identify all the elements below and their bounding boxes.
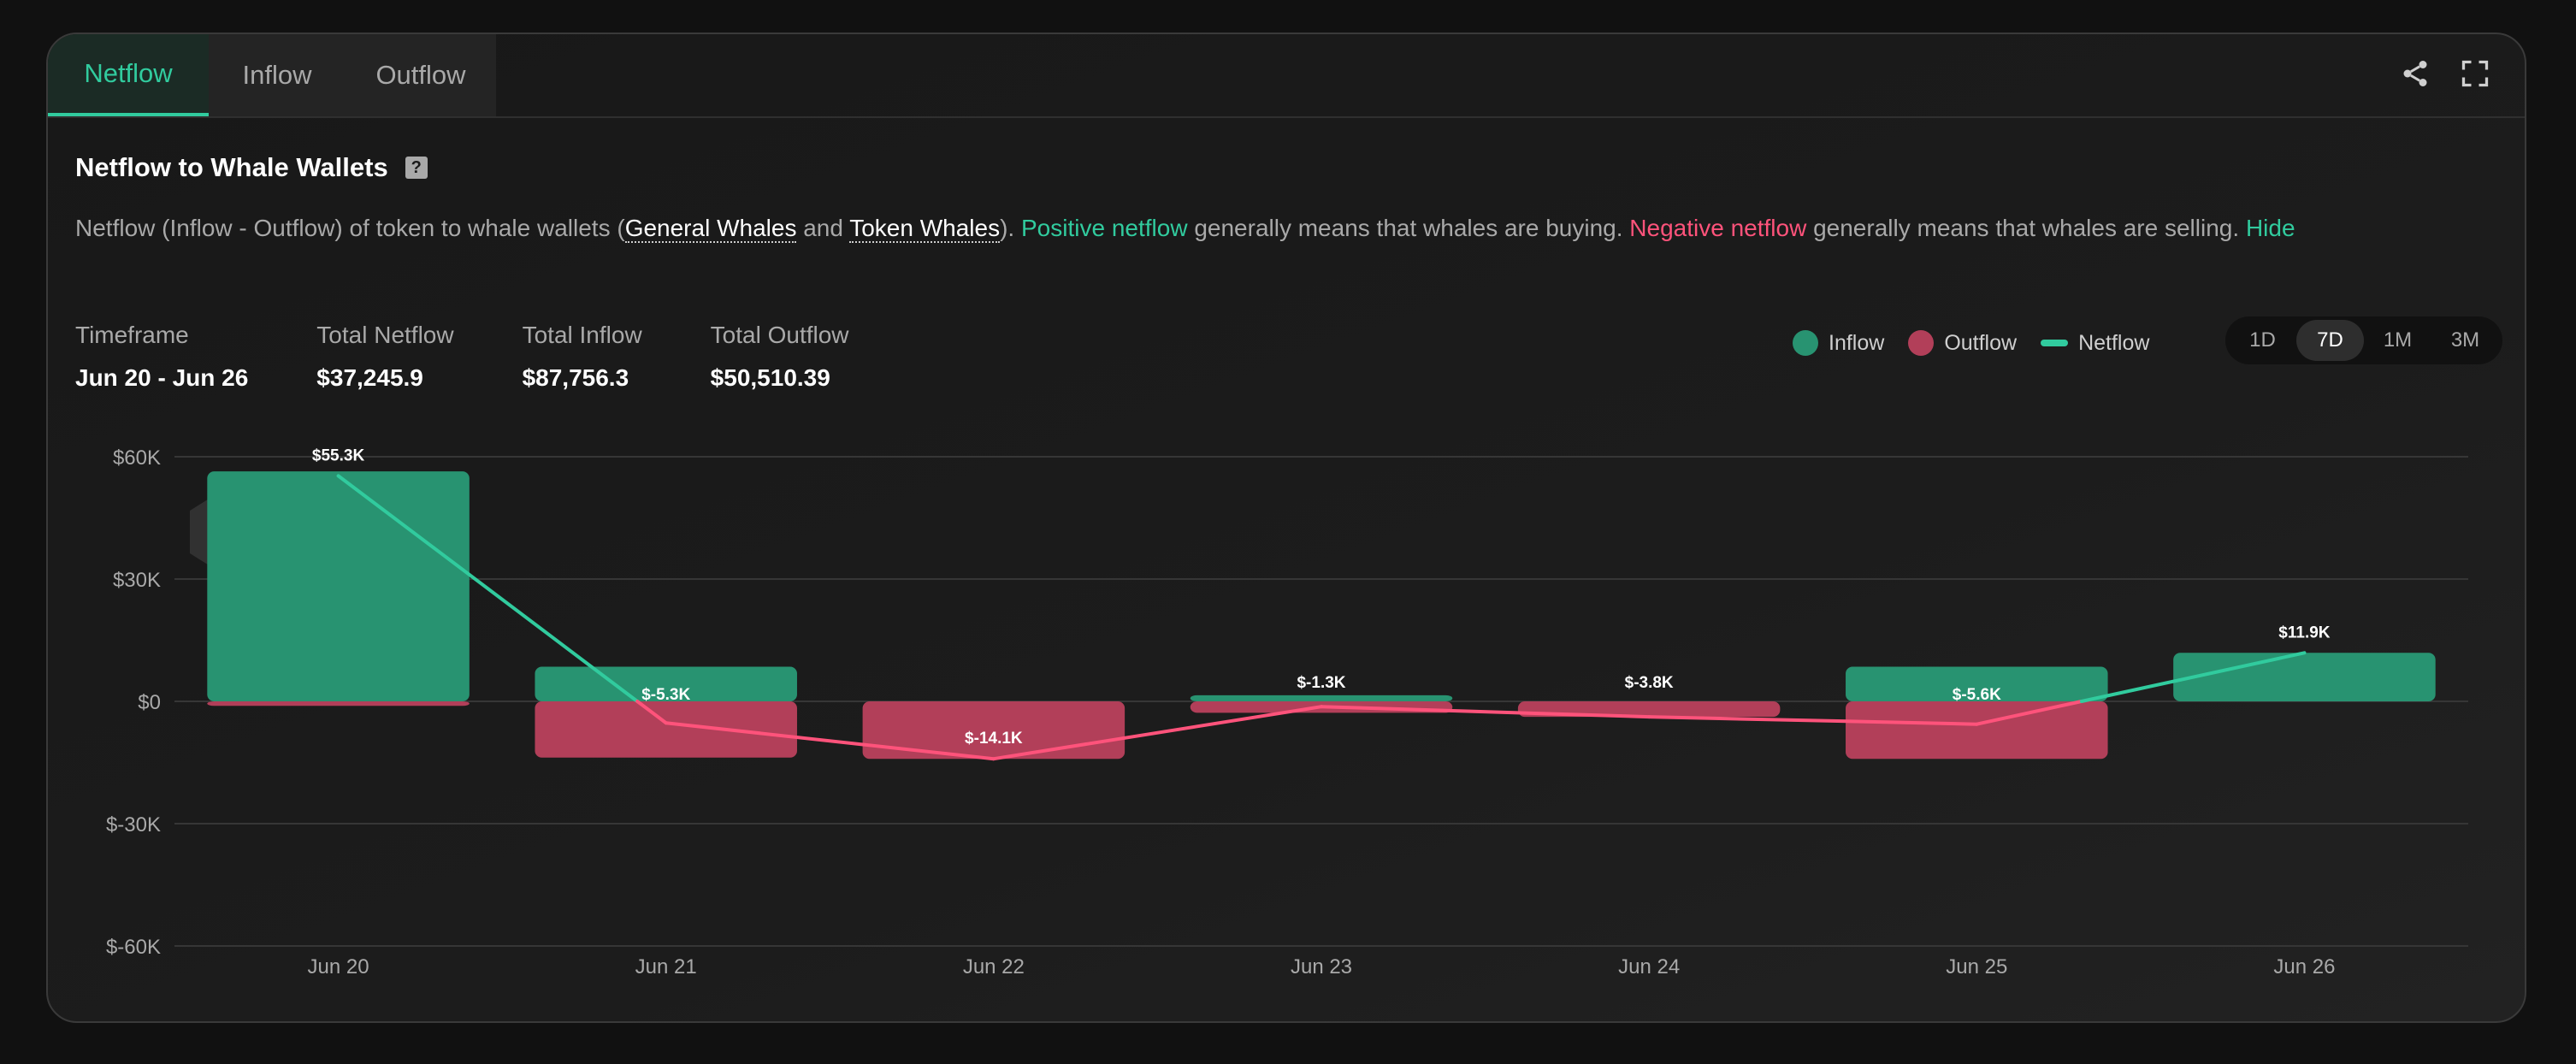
x-tick-label: Jun 20 — [308, 955, 369, 978]
y-tick-label: $60K — [113, 446, 161, 470]
title-row: Netflow to Whale Wallets ? — [75, 152, 428, 183]
range-7d-button[interactable]: 7D — [2296, 320, 2364, 361]
chart-legend: Inflow Outflow Netflow — [1793, 330, 2149, 356]
data-label: $-5.3K — [641, 686, 690, 704]
stat-label: Total Inflow — [522, 322, 642, 348]
range-1d-button[interactable]: 1D — [2249, 328, 2276, 352]
stat-label: Timeframe — [75, 322, 189, 348]
stat-value: $87,756.3 — [522, 364, 629, 391]
x-tick-label: Jun 26 — [2273, 955, 2335, 978]
tab-outflow[interactable]: Outflow — [346, 34, 496, 116]
desc-text-5: generally means that whales are selling. — [1806, 215, 2246, 241]
x-tick-label: Jun 25 — [1946, 955, 2007, 978]
outflow-bar — [1517, 701, 1781, 718]
stat-value: $37,245.9 — [316, 364, 423, 391]
inflow-bar — [1846, 666, 2108, 701]
netflow-chart: $60K$30K$0$-30K$-60KKyberSwap$55.3K$-5.3… — [106, 446, 2468, 978]
inflow-swatch-icon — [1793, 330, 1818, 356]
outflow-swatch-icon — [1908, 330, 1935, 356]
desc-text-3: ). — [1000, 215, 1021, 241]
legend-label: Netflow — [2078, 330, 2150, 355]
netflow-card: Netflow Inflow Outflow Netflow to Whale … — [46, 33, 2526, 1023]
y-tick-label: $-30K — [106, 813, 161, 836]
x-tick-label: Jun 22 — [963, 955, 1025, 978]
data-label: $-5.6K — [1953, 686, 2001, 704]
token-whales-link[interactable]: Token Whales — [849, 215, 1001, 243]
desc-text-1: Netflow (Inflow - Outflow) of token to w… — [75, 215, 625, 241]
netflow-line-segment — [635, 700, 668, 725]
stat-value: $50,510.39 — [710, 364, 830, 391]
inflow-bar — [2173, 653, 2436, 701]
netflow-line-segment — [2079, 651, 2307, 703]
data-label: $-1.3K — [1297, 674, 1345, 692]
data-label: $55.3K — [312, 446, 365, 464]
inflow-bar — [1190, 695, 1453, 701]
legend-label: Outflow — [1944, 330, 2018, 355]
hide-description-link[interactable]: Hide — [2245, 215, 2295, 241]
help-icon[interactable]: ? — [405, 157, 428, 179]
chart-title: Netflow to Whale Wallets — [75, 152, 388, 182]
legend-label: Inflow — [1829, 330, 1885, 355]
tab-netflow[interactable]: Netflow — [48, 34, 209, 116]
positive-netflow-text: Positive netflow — [1021, 215, 1188, 241]
netflow-line-segment — [1647, 715, 1979, 726]
netflow-line-segment — [336, 474, 640, 703]
stat-timeframe: Timeframe Jun 20 - Jun 26 — [75, 322, 248, 392]
netflow-line-segment — [664, 721, 996, 761]
range-3m-button[interactable]: 3M — [2450, 328, 2480, 352]
stat-total-outflow: Total Outflow $50,510.39 — [711, 322, 849, 392]
tab-bar: Netflow Inflow Outflow — [48, 34, 496, 116]
data-label: $11.9K — [2278, 624, 2330, 641]
netflow-line-segment — [991, 705, 1323, 761]
card-actions — [2400, 58, 2490, 89]
y-tick-label: $30K — [113, 569, 161, 592]
stat-total-netflow: Total Netflow $37,245.9 — [316, 322, 453, 392]
stat-value: Jun 20 - Jun 26 — [75, 364, 249, 391]
outflow-bar — [535, 701, 797, 758]
inflow-bar — [207, 471, 470, 701]
outflow-bar — [862, 701, 1126, 760]
desc-text-4: generally means that whales are buying. — [1187, 215, 1630, 241]
tabs-divider — [48, 116, 2525, 118]
description: Netflow (Inflow - Outflow) of token to w… — [75, 210, 2470, 246]
time-range-selector: 1D 7D 1M 3M — [2225, 316, 2502, 364]
stat-label: Total Outflow — [710, 322, 849, 348]
fullscreen-icon[interactable] — [2460, 58, 2490, 89]
desc-text-2: and — [796, 215, 850, 241]
stat-total-inflow: Total Inflow $87,756.3 — [523, 322, 642, 392]
netflow-line-segment — [1320, 705, 1651, 719]
outflow-bar — [1846, 701, 2108, 760]
stats-row: Timeframe Jun 20 - Jun 26 Total Netflow … — [75, 322, 918, 392]
netflow-swatch-icon — [2041, 340, 2069, 346]
range-1m-button[interactable]: 1M — [2383, 328, 2413, 352]
legend-inflow[interactable]: Inflow — [1793, 330, 1884, 356]
tab-inflow[interactable]: Inflow — [209, 34, 346, 116]
x-tick-label: Jun 24 — [1618, 955, 1680, 978]
x-tick-label: Jun 23 — [1291, 955, 1352, 978]
x-tick-label: Jun 21 — [635, 955, 697, 978]
legend-outflow[interactable]: Outflow — [1908, 330, 2017, 356]
general-whales-link[interactable]: General Whales — [624, 215, 797, 243]
data-label: $-3.8K — [1625, 674, 1674, 692]
negative-netflow-text: Negative netflow — [1629, 215, 1807, 241]
data-label: $-14.1K — [965, 730, 1023, 748]
y-tick-label: $-60K — [106, 936, 161, 959]
legend-netflow[interactable]: Netflow — [2041, 331, 2149, 356]
y-tick-label: $0 — [138, 691, 161, 714]
stat-label: Total Netflow — [316, 322, 454, 348]
netflow-line-segment — [1975, 700, 2083, 726]
outflow-bar — [207, 701, 470, 706]
share-icon[interactable] — [2400, 58, 2431, 89]
